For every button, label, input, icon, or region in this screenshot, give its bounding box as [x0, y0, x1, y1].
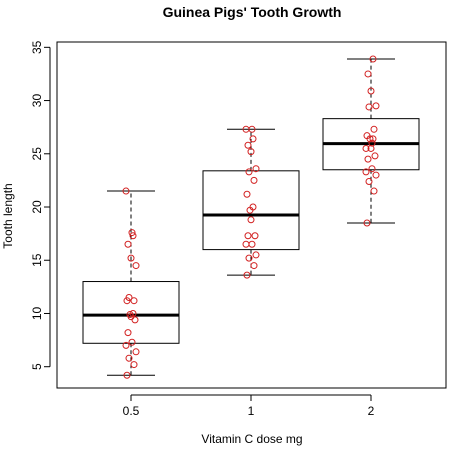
data-point [125, 294, 133, 302]
data-point [363, 132, 371, 140]
y-tick-label: 10 [30, 306, 44, 320]
data-point [123, 371, 131, 379]
data-point [364, 70, 372, 78]
data-point [132, 262, 140, 270]
data-point [368, 139, 376, 147]
data-point [249, 135, 257, 143]
y-tick-label: 35 [30, 40, 44, 54]
y-tick-label: 5 [30, 363, 44, 370]
data-point [369, 55, 377, 63]
y-tick-label: 15 [30, 253, 44, 267]
data-point [244, 141, 252, 149]
data-point [367, 87, 375, 95]
data-point [367, 144, 375, 152]
y-tick-label: 25 [30, 147, 44, 161]
data-point [365, 177, 373, 185]
data-point [368, 165, 376, 173]
plot-frame [56, 41, 447, 389]
y-axis-label: Tooth length [1, 183, 15, 248]
data-point [242, 240, 250, 248]
data-point [130, 361, 138, 369]
data-point [372, 102, 380, 110]
data-point [122, 187, 130, 195]
x-tick-label: 1 [248, 404, 255, 418]
data-point [362, 168, 370, 176]
data-point [372, 171, 380, 179]
data-point [126, 311, 134, 319]
data-point [127, 254, 135, 262]
x-axis: 0.5 1 2 [123, 394, 375, 418]
data-point [370, 125, 378, 133]
box-1 [202, 128, 300, 276]
data-point [128, 229, 136, 237]
y-tick-label: 20 [30, 200, 44, 214]
data-point [132, 348, 140, 356]
data-point [129, 309, 137, 317]
data-point [245, 168, 253, 176]
data-point [124, 329, 132, 337]
data-point [252, 251, 260, 259]
data-point [250, 262, 258, 270]
data-point [242, 125, 250, 133]
data-point [252, 165, 260, 173]
y-axis: 5 10 15 20 25 30 35 [30, 40, 51, 370]
data-point [251, 232, 259, 240]
data-point [364, 155, 372, 163]
data-point [243, 190, 251, 198]
x-axis-label: Vitamin C dose mg [201, 432, 302, 446]
data-point [125, 354, 133, 362]
iqr-box [202, 170, 300, 251]
data-point [122, 341, 130, 349]
data-point [243, 271, 251, 279]
x-tick-label: 2 [368, 404, 375, 418]
data-point [129, 232, 137, 240]
data-point [247, 216, 255, 224]
data-point [363, 219, 371, 227]
x-tick-label: 0.5 [123, 404, 140, 418]
data-point [362, 144, 370, 152]
iqr-box [82, 281, 180, 344]
data-point [365, 103, 373, 111]
data-point [370, 187, 378, 195]
data-point [247, 148, 255, 156]
data-point [371, 152, 379, 160]
data-point [245, 254, 253, 262]
data-point [248, 240, 256, 248]
data-point [369, 135, 377, 143]
y-tick-label: 30 [30, 94, 44, 108]
data-point [130, 297, 138, 305]
chart-title: Guinea Pigs' Tooth Growth [163, 4, 342, 20]
data-point [249, 203, 257, 211]
data-point [128, 338, 136, 346]
box-0.5 [82, 190, 180, 376]
points-group [122, 55, 380, 379]
data-point [250, 176, 258, 184]
data-point [131, 316, 139, 324]
data-point [244, 232, 252, 240]
data-point [124, 240, 132, 248]
